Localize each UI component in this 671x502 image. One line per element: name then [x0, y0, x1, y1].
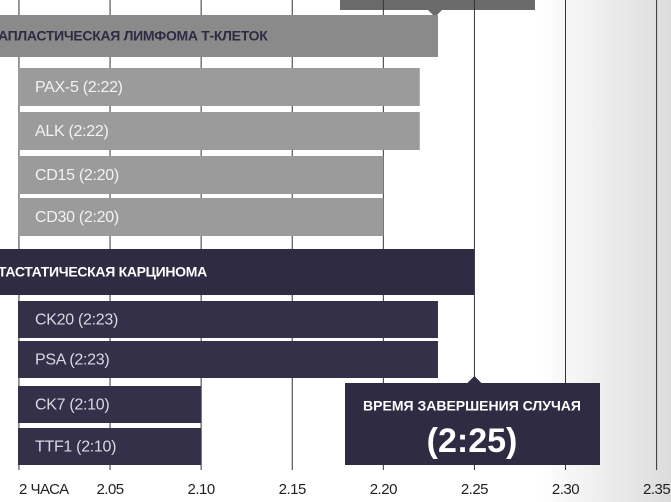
- annotation-pointer: [467, 376, 482, 383]
- x-tick-label: 2.35: [643, 481, 670, 498]
- bar: [0, 249, 475, 295]
- bar: [18, 386, 202, 423]
- bar-label: PAX-5 (2:22): [35, 79, 123, 96]
- bar-label: ALK (2:22): [35, 123, 109, 140]
- bar-label: CD30 (2:20): [35, 209, 119, 226]
- bar-label: CK7 (2:10): [35, 397, 109, 414]
- x-tick-label: 2 ЧАСА: [19, 481, 69, 498]
- group-label: АПЛАСТИЧЕСКАЯ ЛИМФОМА Т-КЛЕТОК: [0, 28, 268, 44]
- x-tick-label: 2.30: [552, 481, 579, 498]
- x-tick-label: 2.10: [188, 481, 215, 498]
- top-callout-pointer: [428, 10, 442, 17]
- bar: [18, 156, 384, 194]
- bar: [18, 301, 438, 338]
- bar-label: CD15 (2:20): [35, 167, 119, 184]
- bar: [18, 341, 438, 378]
- x-tick-label: 2.25: [461, 481, 488, 498]
- x-tick-label: 2.20: [370, 481, 397, 498]
- annotation-box: [345, 383, 600, 465]
- group-label: ТАСТАТИЧЕСКАЯ КАРЦИНОМА: [0, 264, 207, 280]
- bar: [18, 428, 202, 465]
- bar: [18, 112, 420, 150]
- top-callout: [340, 0, 535, 10]
- annotation-text: ВРЕМЯ ЗАВЕРШЕНИЯ СЛУЧАЯ: [363, 398, 581, 414]
- bar: [18, 198, 384, 236]
- annotation-value: (2:25): [427, 422, 518, 460]
- x-tick-label: 2.05: [96, 481, 123, 498]
- bar-label: TTF1 (2:10): [35, 439, 116, 456]
- bar: [18, 68, 420, 106]
- bar: [0, 15, 438, 57]
- bar-label: PSA (2:23): [35, 352, 109, 369]
- bar-label: CK20 (2:23): [35, 312, 118, 329]
- x-tick-label: 2.15: [279, 481, 306, 498]
